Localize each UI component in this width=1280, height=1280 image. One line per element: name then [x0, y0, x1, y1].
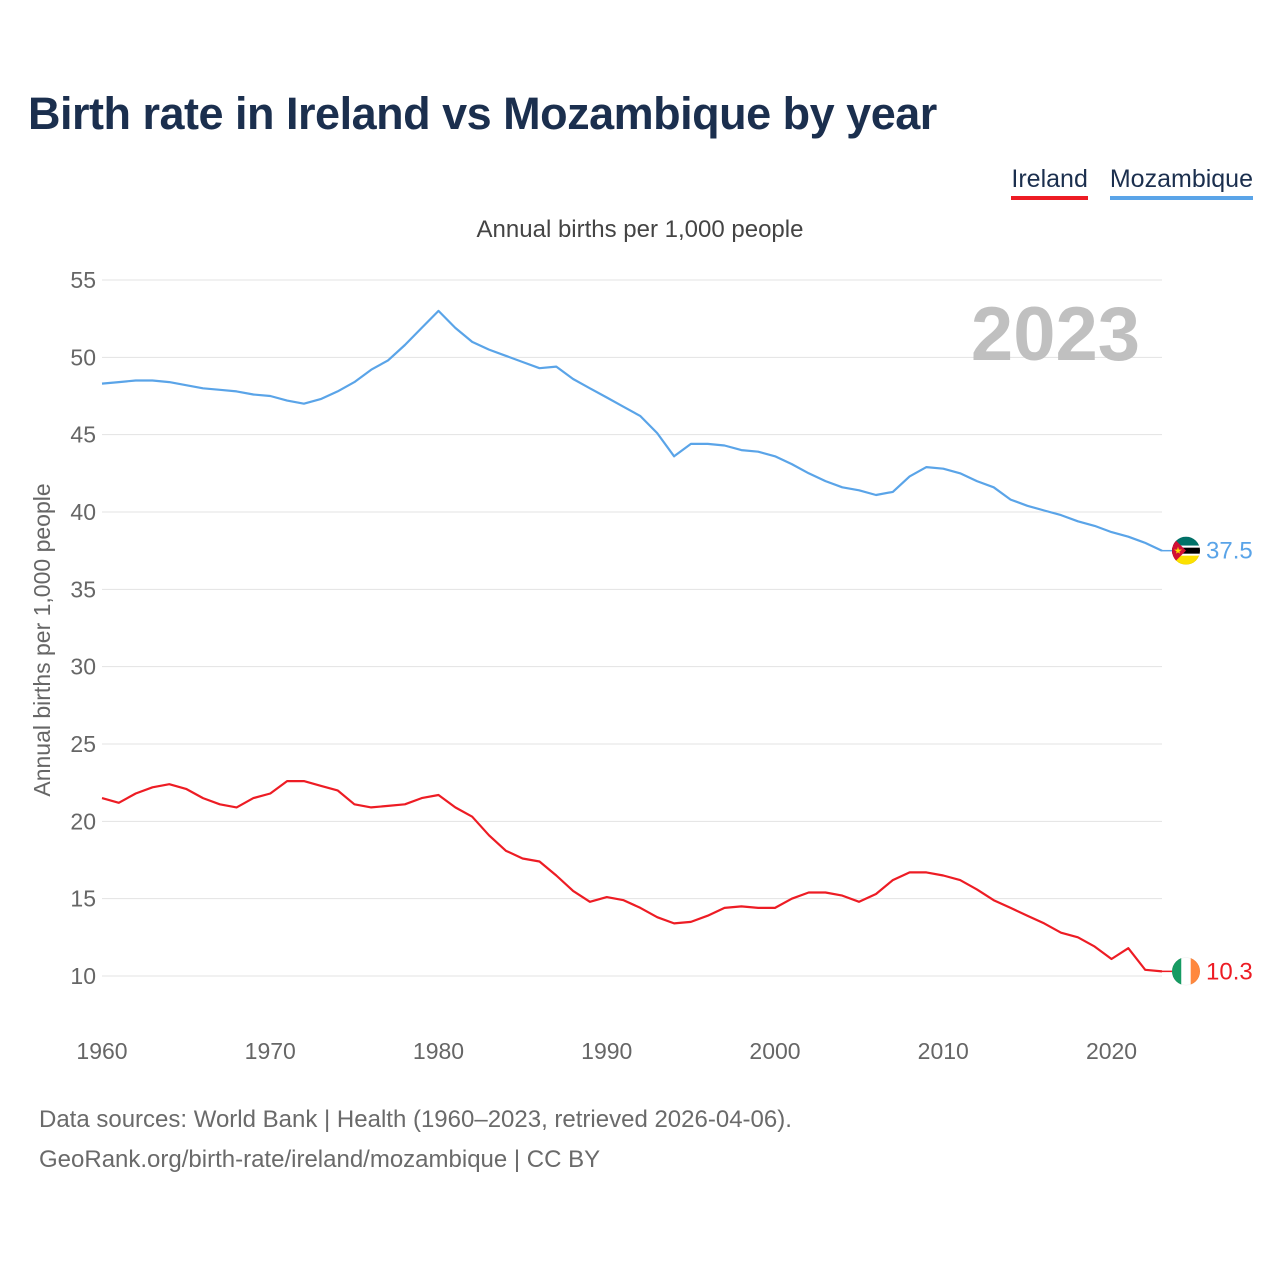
ireland-flag-icon [1172, 957, 1200, 986]
gridlines [102, 279, 1162, 977]
y-axis-label: Annual births per 1,000 people [29, 483, 55, 796]
x-axis-ticks: 1960 1970 1980 1990 2000 2010 2020 [76, 1038, 1137, 1064]
chart-title: Birth rate in Ireland vs Mozambique by y… [28, 88, 937, 139]
y-tick-label: 55 [70, 267, 96, 293]
line-chart: 10 15 20 25 30 35 40 45 50 55 1960 1970 1980 1990 200… [29, 267, 1253, 1064]
x-tick-label: 2020 [1086, 1038, 1137, 1064]
y-tick-label: 35 [70, 576, 96, 602]
end-value-label: 10.3 [1206, 958, 1253, 985]
credit-link[interactable]: GeoRank.org/birth-rate/ireland/mozambiqu… [39, 1146, 601, 1173]
legend: Ireland Mozambique [1011, 164, 1253, 200]
y-tick-label: 25 [70, 731, 96, 757]
y-tick-label: 20 [70, 808, 96, 834]
series-lines [101, 309, 1163, 973]
series-line-ireland[interactable] [101, 779, 1163, 973]
x-tick-label: 1970 [245, 1038, 296, 1064]
y-tick-label: 40 [70, 499, 96, 525]
data-source-note: Data sources: World Bank | Health (1960–… [39, 1106, 792, 1133]
chart-subtitle: Annual births per 1,000 people [476, 216, 804, 243]
year-watermark: 2023 [971, 292, 1140, 377]
series-line-mozambique[interactable] [101, 309, 1163, 552]
x-tick-label: 2000 [749, 1038, 800, 1064]
x-tick-label: 1990 [581, 1038, 632, 1064]
series-end-markers: 10.3 37.5 [1162, 536, 1253, 986]
y-tick-label: 10 [70, 963, 96, 989]
end-value-label: 37.5 [1206, 538, 1253, 565]
y-tick-label: 15 [70, 886, 96, 912]
legend-item-ireland[interactable]: Ireland [1011, 164, 1088, 200]
x-tick-label: 2010 [918, 1038, 969, 1064]
x-tick-label: 1980 [413, 1038, 464, 1064]
y-tick-label: 45 [70, 422, 96, 448]
mozambique-flag-icon [1172, 536, 1200, 565]
x-tick-label: 1960 [76, 1038, 127, 1064]
y-axis-ticks: 10 15 20 25 30 35 40 45 50 55 [70, 267, 96, 989]
legend-item-mozambique[interactable]: Mozambique [1109, 164, 1253, 200]
y-tick-label: 50 [70, 344, 96, 370]
y-tick-label: 30 [70, 654, 96, 680]
